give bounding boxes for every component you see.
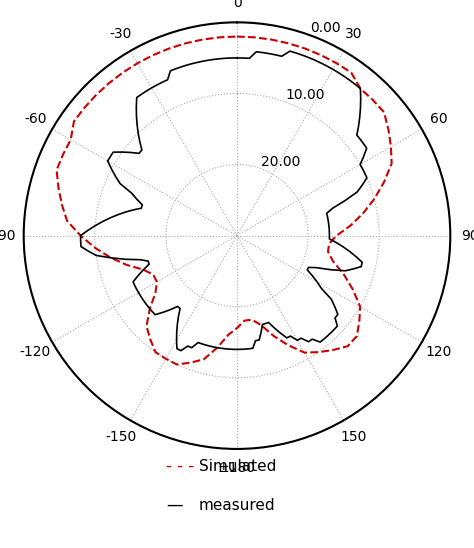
measured	[359, 259, 365, 266]
measured	[364, 145, 370, 151]
Simulated	[135, 60, 140, 66]
Line: measured: measured	[81, 51, 367, 351]
Simulated	[249, 316, 255, 323]
Text: Simulated: Simulated	[199, 459, 276, 474]
measured	[287, 48, 293, 54]
measured	[242, 346, 248, 352]
Text: measured: measured	[199, 498, 276, 512]
Line: Simulated: Simulated	[56, 37, 392, 364]
measured	[234, 55, 240, 61]
measured	[306, 264, 311, 271]
Simulated	[234, 33, 240, 40]
Simulated	[93, 92, 99, 98]
Text: —: —	[166, 495, 182, 513]
Text: - - -: - - -	[166, 457, 194, 475]
Simulated	[226, 332, 231, 338]
measured	[336, 70, 342, 76]
Simulated	[357, 304, 363, 310]
measured	[108, 153, 113, 160]
measured	[234, 55, 240, 61]
Simulated	[71, 118, 77, 125]
Simulated	[234, 33, 240, 40]
measured	[238, 346, 244, 352]
Simulated	[360, 210, 366, 216]
